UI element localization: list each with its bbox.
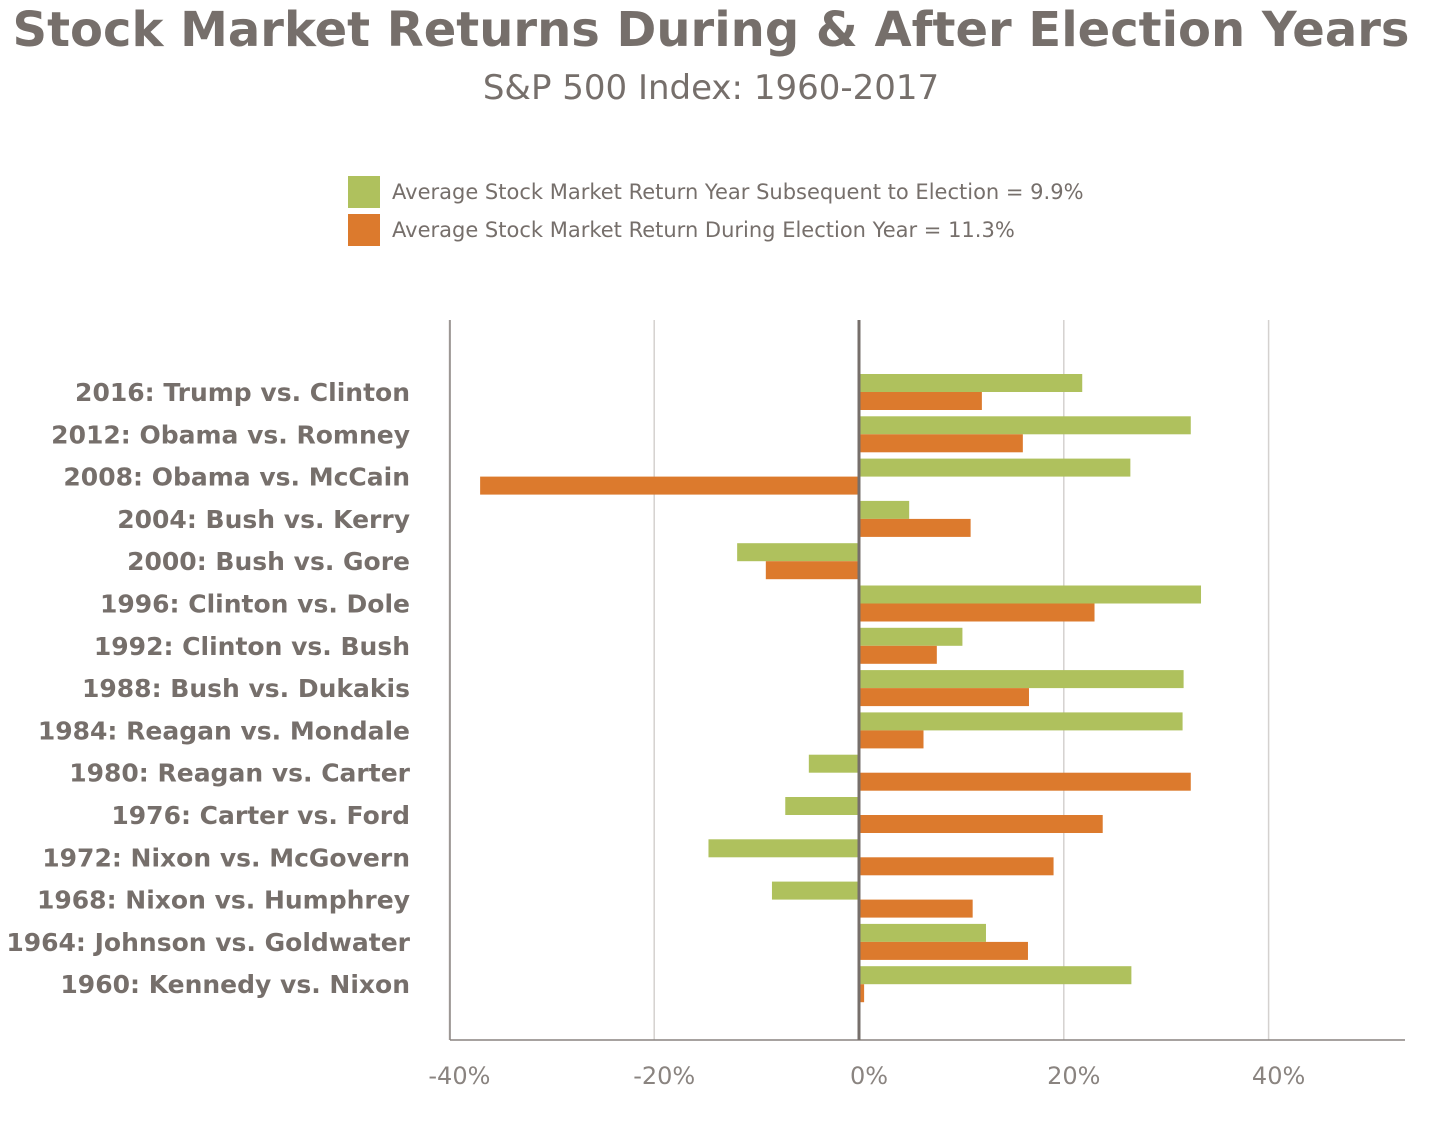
legend-item-election-year: Average Stock Market Return During Elect…	[348, 213, 1084, 247]
bar-subsequent-year	[859, 458, 1131, 477]
legend-label-subsequent-year: Average Stock Market Return Year Subsequ…	[392, 180, 1084, 204]
bar-election-year	[859, 730, 924, 749]
bar-election-year	[859, 603, 1095, 622]
bar-election-year	[765, 561, 859, 580]
bar-election-year	[859, 688, 1029, 707]
category-label: 1964: Johnson vs. Goldwater	[6, 928, 410, 957]
bar-subsequent-year	[859, 374, 1083, 392]
bar-subsequent-year	[859, 670, 1184, 689]
bar-election-year	[859, 941, 1028, 960]
x-tick-label: 40%	[1252, 1062, 1305, 1090]
x-tick-label: 20%	[1047, 1062, 1100, 1090]
bar-subsequent-year	[859, 712, 1183, 731]
bar-subsequent-year	[708, 839, 859, 858]
legend-swatch-subsequent-year	[348, 176, 380, 208]
legend-swatch-election-year	[348, 214, 380, 246]
bar-subsequent-year	[785, 797, 859, 815]
category-label: 1960: Kennedy vs. Nixon	[60, 970, 410, 999]
category-label: 1996: Clinton vs. Dole	[100, 590, 410, 619]
bar-subsequent-year	[771, 881, 859, 900]
x-tick-label: 0%	[850, 1062, 888, 1090]
bar-subsequent-year	[859, 627, 963, 646]
x-tick-label: -40%	[428, 1062, 490, 1090]
category-label: 2004: Bush vs. Kerry	[117, 505, 410, 534]
category-label: 2012: Obama vs. Romney	[51, 420, 410, 449]
bar-election-year	[859, 815, 1103, 833]
legend-item-subsequent-year: Average Stock Market Return Year Subsequ…	[348, 175, 1084, 209]
bar-election-year	[859, 772, 1191, 791]
category-label: 2008: Obama vs. McCain	[63, 463, 410, 492]
x-tick-label: -20%	[633, 1062, 695, 1090]
bar-subsequent-year	[859, 585, 1202, 604]
bar-election-year	[859, 857, 1054, 876]
category-label: 1980: Reagan vs. Carter	[69, 759, 410, 788]
chart-legend: Average Stock Market Return Year Subsequ…	[348, 175, 1084, 251]
category-label: 1992: Clinton vs. Bush	[94, 632, 410, 661]
bar-subsequent-year	[808, 754, 859, 773]
bar-election-year	[859, 645, 937, 664]
bar-election-year	[859, 392, 982, 410]
bar-subsequent-year	[859, 500, 910, 519]
category-label: 2000: Bush vs. Gore	[127, 547, 410, 576]
bar-subsequent-year	[737, 543, 859, 562]
bar-election-year	[480, 476, 859, 495]
chart-title: Stock Market Returns During & After Elec…	[12, 2, 1410, 58]
category-label: 1984: Reagan vs. Mondale	[38, 716, 410, 745]
bar-election-year	[859, 899, 973, 918]
legend-label-election-year: Average Stock Market Return During Elect…	[392, 218, 1015, 242]
category-label: 1988: Bush vs. Dukakis	[82, 674, 410, 703]
bar-subsequent-year	[859, 416, 1191, 435]
bar-election-year	[859, 434, 1023, 453]
category-label: 2016: Trump vs. Clinton	[75, 378, 410, 407]
chart-subtitle: S&P 500 Index: 1960-2017	[482, 68, 940, 108]
bar-election-year	[859, 518, 971, 537]
bar-subsequent-year	[859, 966, 1132, 985]
bar-election-year	[859, 984, 865, 1003]
category-label: 1976: Carter vs. Ford	[111, 801, 410, 830]
category-label: 1972: Nixon vs. McGovern	[42, 843, 410, 872]
category-label: 1968: Nixon vs. Humphrey	[37, 886, 410, 915]
bar-subsequent-year	[859, 923, 986, 942]
